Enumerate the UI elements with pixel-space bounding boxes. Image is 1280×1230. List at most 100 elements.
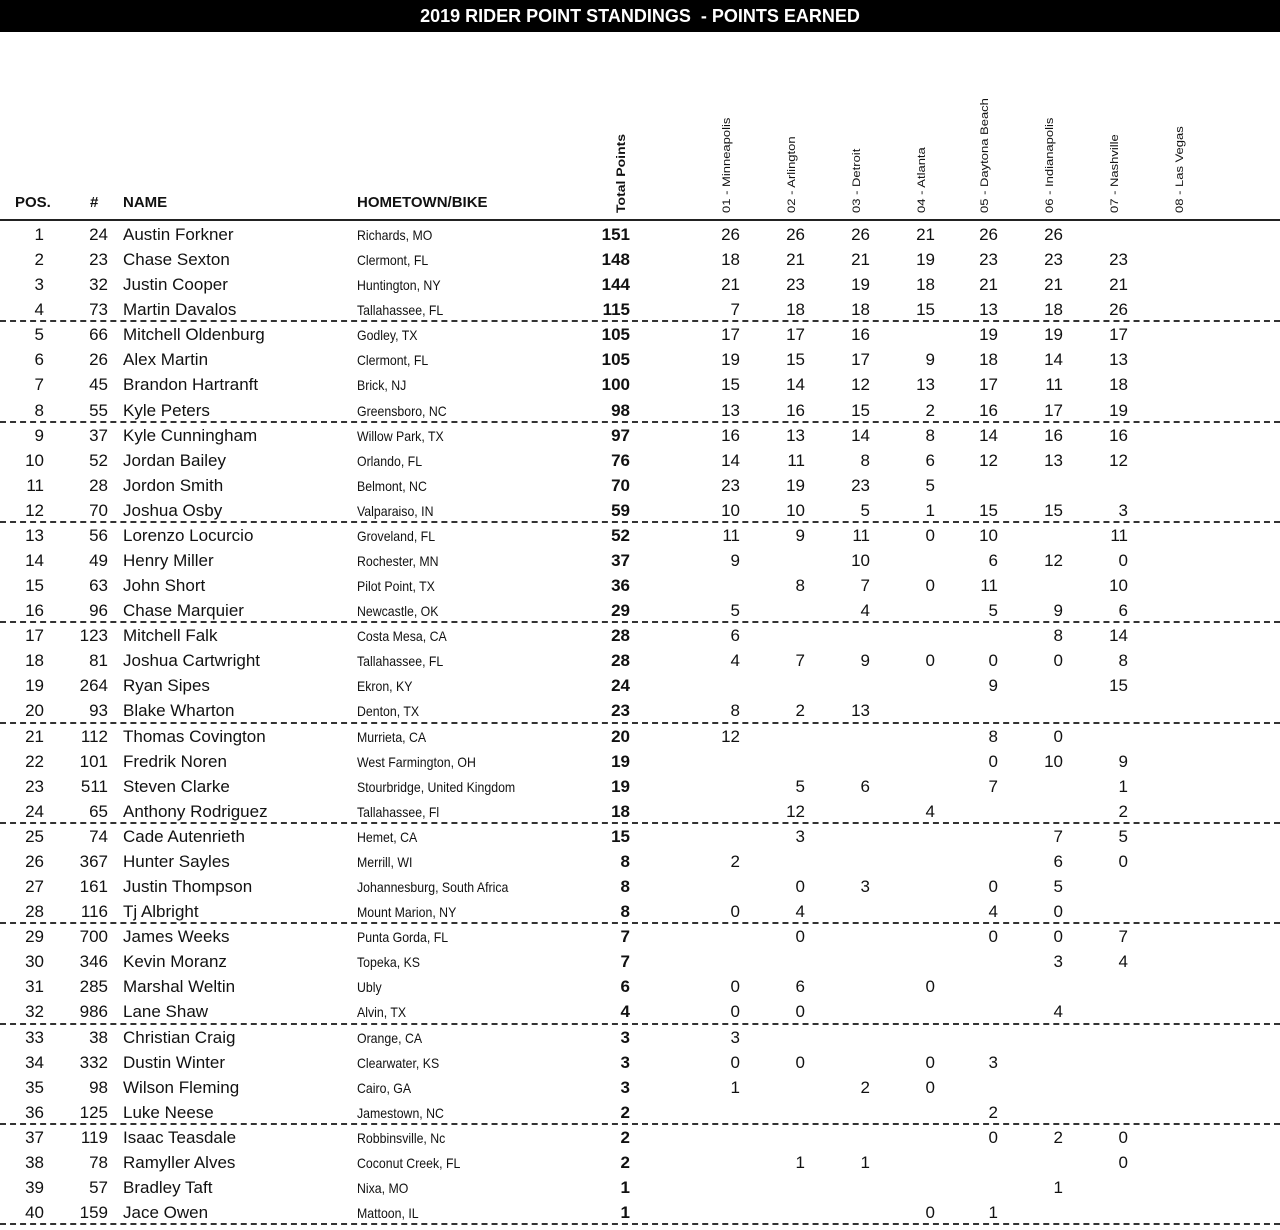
race-points-cell: 10 [1044,751,1063,771]
position-cell: 7 [34,375,44,395]
position-cell: 8 [34,400,44,420]
race-points-cell: 18 [786,300,805,320]
rider-name-cell: Chase Sexton [123,250,230,270]
race-points-cell: 6 [988,551,998,571]
position-cell: 20 [25,701,44,721]
hometown-cell: Hemet, CA [357,828,418,845]
race-points-cell: 6 [860,776,870,796]
race-points-cell: 0 [988,927,998,947]
race-points-cell: 0 [988,1127,998,1147]
race-points-cell: 19 [851,275,870,295]
total-points-cell: 18 [611,801,630,821]
rider-name-cell: Mitchell Oldenburg [123,325,265,345]
rider-name-cell: Kevin Moranz [123,952,227,972]
rider-name-cell: Luke Neese [123,1102,214,1122]
position-cell: 9 [34,425,44,445]
rider-name-cell: Christian Craig [123,1027,236,1047]
rider-number-cell: 96 [89,601,108,621]
race-points-cell: 19 [1109,400,1128,420]
race-points-cell: 6 [730,626,740,646]
race-points-cell: 0 [1053,651,1063,671]
position-cell: 21 [25,726,44,746]
position-cell: 26 [25,851,44,871]
total-points-cell: 7 [620,952,630,972]
race-points-cell: 23 [1044,250,1063,270]
table-row: 39 57 Bradley Taft Nixa, MO 1 1 [0,1175,1280,1200]
race-points-cell: 8 [925,425,935,445]
rider-name-cell: Chase Marquier [123,601,244,621]
race-points-cell: 14 [1044,350,1063,370]
table-row: 1 24 Austin Forkner Richards, MO 151 26 26 26 21… [0,222,1280,247]
table-row: 34 332 Dustin Winter Clearwater, KS 3 0 0 0 3 [0,1050,1280,1075]
rider-number-cell: 63 [89,576,108,596]
table-row: 31 285 Marshal Weltin Ubly 6 0 6 0 [0,974,1280,999]
table-row: 7 45 Brandon Hartranft Brick, NJ 100 15 14 12 13… [0,372,1280,397]
race-points-cell: 0 [988,877,998,897]
total-points-cell: 2 [620,1127,630,1147]
race-points-cell: 2 [925,400,935,420]
rider-name-cell: Tj Albright [123,902,199,922]
table-row: 38 78 Ramyller Alves Coconut Creek, FL 2 1 1 0 [0,1150,1280,1175]
race-points-cell: 10 [786,500,805,520]
rider-name-cell: Alex Martin [123,350,209,370]
total-points-cell: 7 [620,927,630,947]
race-points-cell: 7 [988,776,998,796]
rider-number-cell: 101 [79,751,108,771]
race-points-cell: 17 [1044,400,1063,420]
race-points-cell: 7 [730,300,740,320]
rider-number-cell: 37 [89,425,108,445]
race-points-cell: 13 [979,300,998,320]
hometown-cell: Brick, NJ [357,377,407,394]
table-row: 37 119 Isaac Teasdale Robbinsville, Nc 2 0 2 0 [0,1125,1280,1150]
position-cell: 13 [25,525,44,545]
total-points-cell: 37 [611,551,630,571]
race-points-cell: 11 [787,450,805,470]
race-points-cell: 0 [1053,902,1063,922]
total-points-cell: 144 [601,275,630,295]
race-points-cell: 9 [795,525,805,545]
race-points-cell: 1 [1118,776,1128,796]
table-row: 32 986 Lane Shaw Alvin, TX 4 0 0 4 [0,999,1280,1025]
race-points-cell: 2 [1118,801,1128,821]
hometown-cell: Topeka, KS [357,954,421,971]
race-points-cell: 4 [860,601,870,621]
table-row: 9 37 Kyle Cunningham Willow Park, TX 97 16 13 1… [0,423,1280,448]
race-points-cell: 0 [730,902,740,922]
table-row: 20 93 Blake Wharton Denton, TX 23 8 2 13 [0,698,1280,724]
table-row: 22 101 Fredrik Noren West Farmington, OH 19 0… [0,749,1280,774]
table-row: 10 52 Jordan Bailey Orlando, FL 76 14 11 8 6 12 13… [0,448,1280,473]
hometown-cell: Tallahassee, FL [357,302,444,319]
table-row: 24 65 Anthony Rodriguez Tallahassee, Fl 18 12… [0,799,1280,824]
rider-number-cell: 49 [89,551,108,571]
race-points-cell: 4 [925,801,935,821]
position-cell: 18 [25,651,44,671]
rider-number-cell: 264 [79,676,108,696]
position-cell: 37 [25,1127,44,1147]
position-cell: 5 [34,325,44,345]
rider-name-cell: Marshal Weltin [123,977,236,997]
rider-name-cell: Justin Thompson [123,877,253,897]
race-points-cell: 14 [786,375,805,395]
race-points-cell: 8 [1053,626,1063,646]
total-points-cell: 19 [611,751,630,771]
rider-name-cell: Ramyller Alves [123,1152,236,1172]
hometown-cell: West Farmington, OH [357,753,476,770]
race-points-cell: 0 [730,977,740,997]
rider-number-cell: 38 [89,1027,108,1047]
position-cell: 19 [25,676,44,696]
position-cell: 29 [25,927,44,947]
table-row: 17 123 Mitchell Falk Costa Mesa, CA 28 6 8 14 [0,623,1280,648]
rider-number-cell: 367 [79,851,108,871]
race-points-cell: 5 [1053,877,1063,897]
race-points-cell: 9 [925,350,935,370]
table-row: 21 112 Thomas Covington Murrieta, CA 20 12 8 0 [0,724,1280,749]
race-points-cell: 18 [1044,300,1063,320]
race-points-cell: 8 [795,576,805,596]
rider-number-cell: 65 [89,801,108,821]
race-points-cell: 13 [786,425,805,445]
hometown-cell: Richards, MO [357,227,433,243]
race-points-cell: 23 [851,475,870,495]
race-points-cell: 14 [721,450,740,470]
race-points-cell: 9 [1053,601,1063,621]
race-points-cell: 2 [860,1077,870,1097]
